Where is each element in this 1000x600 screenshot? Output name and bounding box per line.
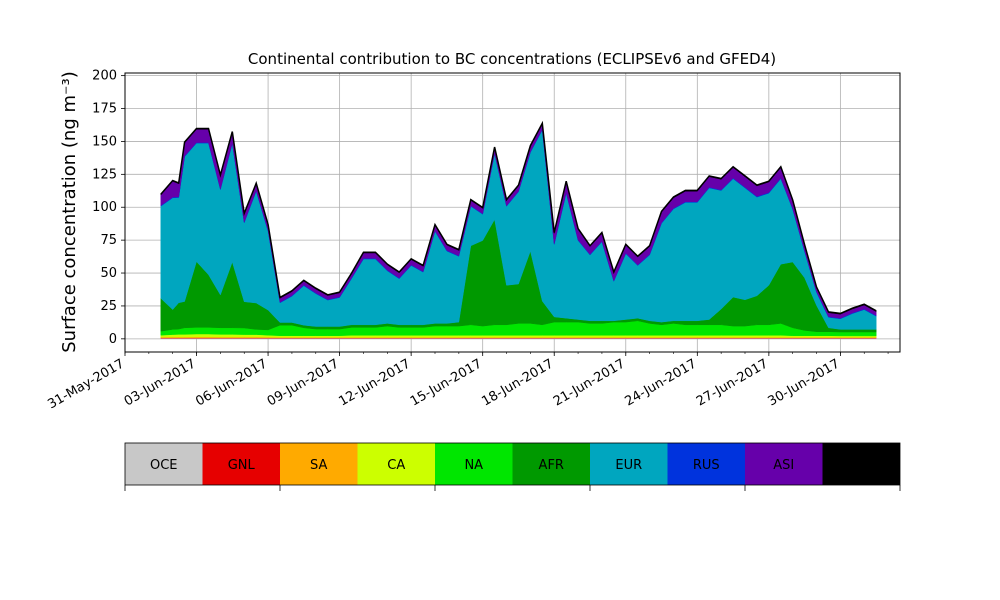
y-tick-label: 25 [100, 299, 117, 314]
y-axis: 0 25 50 75 100 125 150 175 200 [92, 69, 125, 347]
x-tick-label: 03-Jun-2017 [122, 356, 199, 409]
total-outline [160, 120, 877, 315]
y-axis-label: Surface concentration (ng m⁻³) [59, 71, 80, 353]
legend-label-aus: AUS [848, 458, 875, 473]
x-tick-label: 18-Jun-2017 [479, 356, 556, 409]
x-tick-label: 06-Jun-2017 [193, 356, 270, 409]
legend-swatch-oce [125, 443, 203, 485]
x-tick-label: 21-Jun-2017 [551, 356, 628, 409]
legend-swatch-ca [357, 443, 435, 485]
x-axis: 31-May-201703-Jun-201706-Jun-201709-Jun-… [45, 352, 889, 412]
x-tick-label: 12-Jun-2017 [336, 356, 413, 409]
x-tick-label: 24-Jun-2017 [622, 356, 699, 409]
y-tick-label: 75 [100, 233, 117, 248]
legend-label-gnl: GNL [228, 458, 256, 473]
x-tick-label: 27-Jun-2017 [694, 356, 771, 409]
legend-label-afr: AFR [539, 458, 564, 473]
axes-frame [124, 72, 901, 353]
legend-swatch-rus [667, 443, 745, 485]
y-tick-label: 125 [92, 167, 117, 182]
legend-label-eur: EUR [615, 458, 642, 473]
y-tick-label: 50 [100, 266, 117, 281]
colorbar-legend: OCE GNL SA CA NA AFR EUR RUS ASI AUS [124, 442, 901, 491]
legend-swatch-afr [512, 443, 590, 485]
chart-title: Continental contribution to BC concentra… [248, 50, 776, 68]
x-tick-label: 30-Jun-2017 [766, 356, 843, 409]
y-tick-label: 175 [92, 102, 117, 117]
legend-swatch-gnl [202, 443, 280, 485]
legend-swatch-sa [280, 443, 358, 485]
y-tick-label: 0 [109, 332, 117, 347]
y-tick-label: 150 [92, 134, 117, 149]
legend-label-sa: SA [310, 458, 327, 473]
legend-label-na: NA [464, 458, 483, 473]
legend-label-oce: OCE [150, 458, 178, 473]
legend-label-ca: CA [387, 458, 405, 473]
plot-area [124, 72, 901, 353]
x-tick-label: 15-Jun-2017 [408, 356, 485, 409]
legend-label-asi: ASI [773, 458, 794, 473]
legend-swatch-asi [745, 443, 823, 485]
legend-frame [124, 442, 901, 486]
stacked-areas [160, 120, 877, 340]
y-tick-label: 100 [92, 200, 117, 215]
legend-swatch-na [435, 443, 513, 485]
x-tick-label: 09-Jun-2017 [265, 356, 342, 409]
legend-swatch-eur [590, 443, 668, 485]
legend-swatch-aus [822, 443, 900, 485]
legend-label-rus: RUS [693, 458, 720, 473]
x-tick-label: 31-May-2017 [45, 356, 127, 412]
y-tick-label: 200 [92, 69, 117, 84]
